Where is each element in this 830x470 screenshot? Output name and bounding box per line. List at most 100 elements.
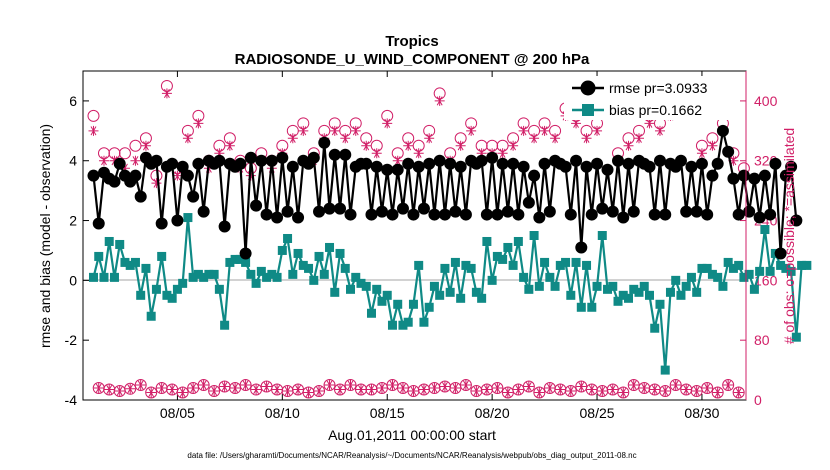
rmse-point xyxy=(496,157,509,170)
bias-point xyxy=(109,272,119,282)
nused-point xyxy=(167,384,178,395)
y-tick-label: -4 xyxy=(65,392,78,408)
nposs-point xyxy=(459,379,472,392)
bias-point xyxy=(524,284,534,294)
rmse-point xyxy=(334,202,347,215)
bias-point xyxy=(283,233,293,243)
nused-point xyxy=(382,118,393,129)
bias-point xyxy=(618,290,628,300)
y-tick-label: -2 xyxy=(65,332,78,348)
rmse-point xyxy=(606,205,619,218)
nused-point xyxy=(723,380,734,391)
rmse-point xyxy=(591,157,604,170)
bias-point xyxy=(435,290,445,300)
bias-point xyxy=(519,272,529,282)
bias-point xyxy=(781,263,791,273)
bias-point xyxy=(797,260,807,270)
bias-point xyxy=(697,263,707,273)
rmse-point xyxy=(727,172,740,185)
nused-point xyxy=(125,383,136,394)
nused-point xyxy=(565,386,576,397)
bias-point xyxy=(157,251,167,261)
rmse-point xyxy=(512,208,525,221)
rmse-point xyxy=(491,208,504,221)
bias-point xyxy=(262,272,272,282)
rmse-point xyxy=(328,148,341,161)
rmse-point xyxy=(438,208,451,221)
y-tick-label: 6 xyxy=(69,93,77,109)
rmse-point xyxy=(449,205,462,218)
bias-point xyxy=(634,287,644,297)
nused-point xyxy=(550,133,561,144)
x-tick-label: 08/20 xyxy=(475,405,510,421)
nused-point xyxy=(324,380,335,391)
bias-point xyxy=(429,281,439,291)
bias-point xyxy=(592,281,602,291)
nposs-point xyxy=(208,385,221,398)
rmse-point xyxy=(533,211,546,224)
rmse-point xyxy=(790,214,803,227)
nposs-point xyxy=(87,109,100,122)
rmse-point xyxy=(695,157,708,170)
nused-point xyxy=(329,125,340,136)
rmse-point xyxy=(360,157,373,170)
bias-point xyxy=(582,260,592,270)
series-bias xyxy=(88,213,812,375)
bias-point xyxy=(482,236,492,246)
rmse-point xyxy=(753,211,766,224)
bias-point xyxy=(199,272,209,282)
nused-point xyxy=(471,386,482,397)
x-axis-label: Aug.01,2011 00:00:00 start xyxy=(328,427,496,443)
bias-point xyxy=(115,239,125,249)
bias-point xyxy=(603,284,613,294)
nused-point xyxy=(623,140,634,151)
series-layer xyxy=(87,79,812,399)
bias-point xyxy=(361,281,371,291)
nused-point xyxy=(460,380,471,391)
rmse-point xyxy=(475,154,488,167)
bias-point xyxy=(151,284,161,294)
nused-point xyxy=(618,387,629,398)
nused-point xyxy=(408,386,419,397)
nused-point xyxy=(492,383,503,394)
rmse-point xyxy=(743,205,756,218)
nused-point xyxy=(140,140,151,151)
nused-point xyxy=(508,140,519,151)
bias-point xyxy=(220,320,230,330)
bias-point xyxy=(765,266,775,276)
bias-point xyxy=(644,290,654,300)
nused-point xyxy=(109,155,120,166)
y-ticks: -4 -2 0 2 4 6 xyxy=(65,93,89,408)
x-tick-label: 08/30 xyxy=(684,405,719,421)
nused-point xyxy=(733,387,744,398)
rmse-point xyxy=(674,154,687,167)
bias-point xyxy=(587,302,597,312)
rmse-point xyxy=(732,208,745,221)
rmse-point xyxy=(501,205,514,218)
nused-point xyxy=(335,384,346,395)
nposs-point xyxy=(659,385,672,398)
nused-point xyxy=(712,387,723,398)
rmse-point xyxy=(507,157,520,170)
nused-point xyxy=(544,383,555,394)
rmse-point xyxy=(585,208,598,221)
rmse-point xyxy=(659,208,672,221)
rmse-point xyxy=(433,154,446,167)
rmse-point xyxy=(564,208,577,221)
nused-point xyxy=(418,384,429,395)
nused-point xyxy=(413,148,424,159)
rmse-point xyxy=(601,163,614,176)
rmse-point xyxy=(129,169,142,182)
nused-point xyxy=(114,386,125,397)
y-axis-label: rmse and bias (model - observation) xyxy=(37,124,53,348)
rmse-point xyxy=(412,160,425,173)
bias-point xyxy=(272,272,282,282)
nused-point xyxy=(513,384,524,395)
nposs-point xyxy=(323,379,336,392)
nused-point xyxy=(660,386,671,397)
bias-point xyxy=(545,272,555,282)
bias-point xyxy=(356,278,366,288)
bias-point xyxy=(230,254,240,264)
rmse-point xyxy=(391,163,404,176)
